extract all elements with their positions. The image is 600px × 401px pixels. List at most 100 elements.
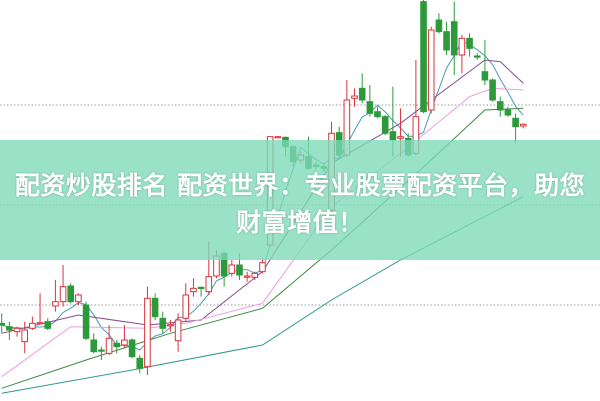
candle xyxy=(36,293,44,325)
candle xyxy=(489,78,496,102)
candle xyxy=(259,258,266,274)
candle xyxy=(366,85,374,117)
candle-body xyxy=(59,286,67,303)
candle-body xyxy=(21,329,29,343)
candle-body xyxy=(105,337,113,354)
candle-body xyxy=(174,319,182,342)
candle xyxy=(519,123,527,129)
candle-body xyxy=(243,275,251,278)
banner-title-line-1: 配资炒股排名 配资世界：专业股票配资平台，助您 xyxy=(14,171,586,200)
candle xyxy=(374,106,381,119)
candle xyxy=(174,313,182,352)
candle-body xyxy=(182,294,190,319)
candle xyxy=(151,293,159,320)
candle xyxy=(427,26,435,114)
candle xyxy=(113,340,121,354)
candle-body xyxy=(420,1,427,113)
candle-body xyxy=(389,131,397,141)
candle-body xyxy=(496,101,504,111)
candle xyxy=(167,320,174,332)
candle-body xyxy=(374,111,381,118)
candle-body xyxy=(512,117,519,128)
candle-body xyxy=(519,123,527,127)
candle-body xyxy=(121,339,128,346)
candle xyxy=(105,325,113,355)
candle-body xyxy=(144,297,151,368)
candle-body xyxy=(159,317,167,329)
candle xyxy=(67,283,75,304)
candle xyxy=(52,280,59,312)
candle xyxy=(136,355,144,374)
candle-body xyxy=(443,31,450,51)
candle xyxy=(98,346,105,360)
candle-body xyxy=(481,71,489,81)
candle-body xyxy=(113,342,121,348)
candle xyxy=(504,106,512,117)
candle-body xyxy=(435,19,443,33)
candle-body xyxy=(466,37,473,49)
candle xyxy=(144,286,151,375)
title-banner xyxy=(0,140,600,260)
candle-body xyxy=(381,116,389,134)
candle-body xyxy=(351,95,358,99)
candle-body xyxy=(36,322,44,325)
candle-body xyxy=(205,276,213,293)
candle xyxy=(243,271,251,282)
candle xyxy=(90,333,98,354)
candle-body xyxy=(489,79,496,101)
candle-body xyxy=(44,321,52,329)
candle-body xyxy=(251,272,259,278)
candle xyxy=(182,283,190,322)
candle-body xyxy=(136,357,144,369)
candle-body xyxy=(504,109,512,116)
candle xyxy=(458,35,466,74)
candle-body xyxy=(228,264,236,274)
candle xyxy=(435,13,443,34)
candle xyxy=(121,325,128,349)
candle-body xyxy=(52,301,59,307)
candle xyxy=(128,338,136,359)
candle-body xyxy=(151,297,159,318)
candle-body xyxy=(75,294,82,303)
candle xyxy=(0,313,5,334)
candle xyxy=(159,311,167,334)
candle xyxy=(75,293,82,305)
candle xyxy=(420,0,427,114)
candle-body xyxy=(236,264,243,276)
candle xyxy=(481,40,489,85)
candle xyxy=(197,286,205,297)
candle xyxy=(450,1,458,75)
candle-body xyxy=(82,304,90,339)
candle xyxy=(251,271,259,280)
candle-body xyxy=(13,327,21,333)
candle xyxy=(512,113,519,144)
candle-body xyxy=(358,87,366,101)
candle xyxy=(44,318,52,330)
candle-body xyxy=(366,101,374,114)
candle-body xyxy=(458,37,466,56)
candle xyxy=(82,301,90,340)
candle-body xyxy=(29,322,36,329)
candle xyxy=(496,96,504,117)
candle-body xyxy=(427,29,435,111)
candle xyxy=(21,321,29,354)
candle xyxy=(6,321,13,340)
candle xyxy=(443,21,450,55)
candle-body xyxy=(98,349,105,352)
candle-body xyxy=(259,262,266,273)
candle xyxy=(473,53,481,60)
candle xyxy=(228,260,236,277)
candle-body xyxy=(6,326,13,331)
moving-average-line xyxy=(1,107,524,389)
candle-body xyxy=(128,339,136,358)
candle xyxy=(351,88,358,107)
candle-body xyxy=(167,324,174,327)
candle-body xyxy=(67,285,75,303)
candle-body xyxy=(90,339,98,353)
candle-body xyxy=(473,55,481,58)
candle xyxy=(13,326,21,337)
candle-body xyxy=(197,286,205,290)
candle xyxy=(29,316,36,330)
candle-body xyxy=(274,136,282,139)
